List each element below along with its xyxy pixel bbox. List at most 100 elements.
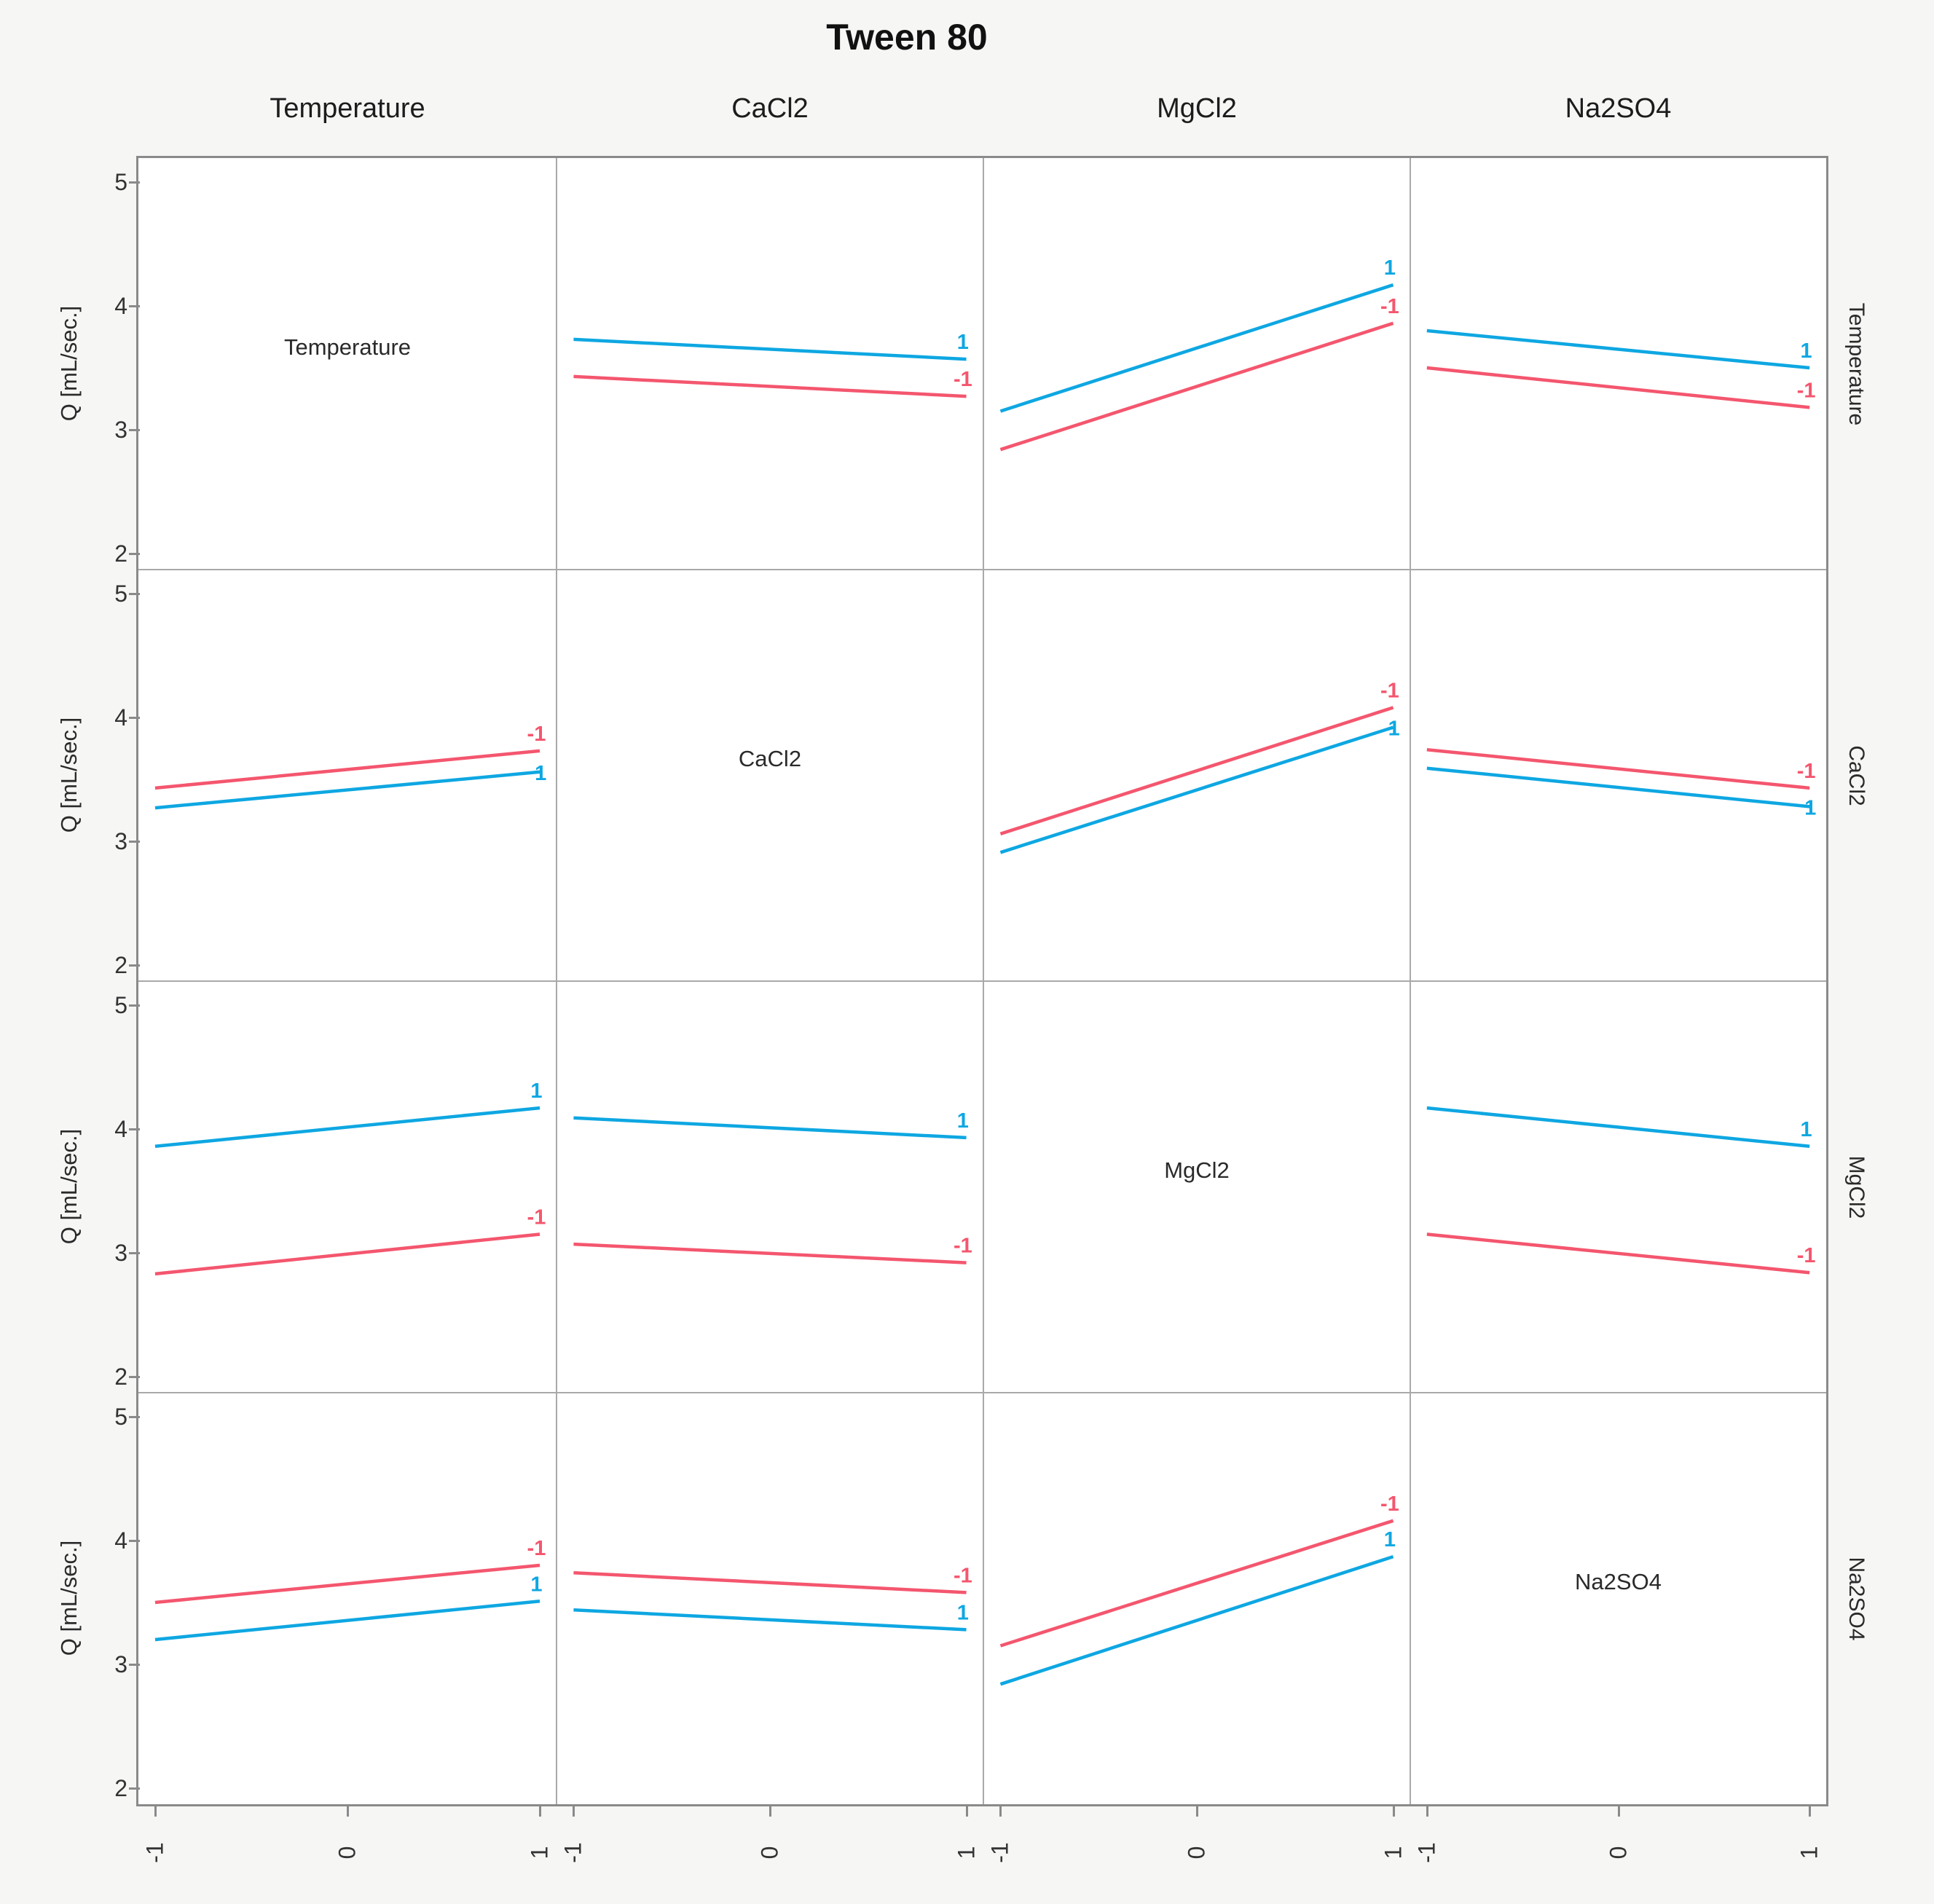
line-label-level-minus1: -1: [954, 1235, 972, 1258]
column-header-temperature: Temperature: [270, 93, 425, 124]
cell-temperature-cacl2: 1 -1: [557, 158, 983, 570]
line-level-plus1: [154, 1600, 541, 1642]
x-tick-label-0: 0: [1605, 1846, 1631, 1860]
line-level-plus1: [154, 1106, 541, 1149]
y-tick-label-3: 3: [114, 1240, 127, 1266]
y-axis-label-row-cacl2: Q [mL/sec.]: [56, 717, 82, 833]
line-level-minus1: [1426, 366, 1810, 409]
line-label-level-minus1: -1: [954, 368, 972, 391]
cell-diagonal-na2so4: Na2SO4: [1410, 1393, 1826, 1804]
line-label-level-minus1: -1: [1797, 760, 1816, 783]
x-tick-label--1: -1: [1413, 1842, 1440, 1863]
y-tick-mark: [129, 841, 140, 843]
x-tick-label-0: 0: [334, 1846, 361, 1860]
line-label-level-minus1: -1: [527, 1206, 546, 1230]
line-level-minus1: [573, 1242, 967, 1264]
line-level-minus1: [154, 1563, 541, 1605]
line-level-minus1: [154, 749, 541, 790]
line-label-level-plus1: 1: [535, 762, 546, 785]
diagonal-label-na2so4: Na2SO4: [1575, 1568, 1662, 1594]
interaction-plot-na2so4-mgcl2: -1 1: [999, 1492, 1399, 1686]
y-tick-mark: [129, 964, 140, 967]
line-level-minus1: [573, 1570, 967, 1594]
x-tick-label-0: 0: [1183, 1846, 1210, 1860]
line-label-level-minus1: -1: [1380, 295, 1399, 318]
line-label-level-plus1: 1: [957, 331, 969, 354]
y-tick-label-4: 4: [114, 293, 127, 319]
line-level-plus1: [999, 1554, 1394, 1686]
y-tick-label-3: 3: [114, 1651, 127, 1677]
y-tick-mark: [129, 553, 140, 555]
line-level-minus1: [999, 1519, 1394, 1648]
grid-line-horizontal: [138, 980, 1826, 982]
y-tick-mark: [129, 429, 140, 431]
row-header-na2so4: Na2SO4: [1844, 1556, 1868, 1641]
x-tick-mark: [769, 1806, 771, 1817]
line-label-level-plus1: 1: [957, 1109, 969, 1133]
line-label-level-minus1: -1: [527, 1537, 546, 1560]
line-label-level-plus1: 1: [1384, 256, 1396, 280]
interaction-plot-mgcl2-na2so4: 1 -1: [1426, 1106, 1815, 1275]
y-tick-mark: [129, 593, 140, 595]
interaction-plot-temperature-cacl2: 1 -1: [573, 331, 972, 398]
cell-na2so4-cacl2: -1 1: [557, 1393, 983, 1804]
x-tick-label-0: 0: [756, 1846, 783, 1860]
line-level-minus1: [1426, 747, 1810, 790]
x-tick-mark: [999, 1806, 1002, 1817]
line-level-minus1: [999, 706, 1394, 835]
y-tick-mark: [129, 1416, 140, 1418]
line-level-plus1: [573, 1608, 967, 1632]
interaction-plot-cacl2-mgcl2: -1 1: [999, 679, 1400, 854]
line-label-level-minus1: -1: [1380, 679, 1399, 702]
row-header-mgcl2: MgCl2: [1844, 1155, 1868, 1219]
line-label-level-plus1: 1: [1388, 717, 1400, 741]
row-header-cacl2: CaCl2: [1844, 744, 1868, 806]
line-level-plus1: [154, 770, 541, 810]
line-label-level-plus1: 1: [530, 1573, 542, 1596]
grid-line-vertical: [1410, 158, 1411, 1804]
x-tick-mark: [1809, 1806, 1812, 1817]
line-level-plus1: [573, 337, 967, 361]
cell-diagonal-temperature: Temperature: [138, 158, 557, 570]
x-tick-mark: [1196, 1806, 1198, 1817]
column-header-mgcl2: MgCl2: [1157, 93, 1237, 124]
line-level-minus1: [573, 374, 967, 398]
line-label-level-minus1: -1: [954, 1564, 972, 1587]
interaction-plot-na2so4-temperature: -1 1: [154, 1537, 546, 1642]
x-tick-mark: [154, 1806, 157, 1817]
row-header-temperature: Temperature: [1844, 302, 1868, 425]
line-label-level-plus1: 1: [1801, 339, 1812, 363]
x-tick-mark: [573, 1806, 575, 1817]
y-tick-label-5: 5: [114, 581, 127, 607]
line-label-level-plus1: 1: [1804, 796, 1816, 819]
line-label-level-plus1: 1: [1384, 1528, 1396, 1551]
cell-temperature-na2so4: 1 -1: [1410, 158, 1826, 570]
interaction-plot-temperature-mgcl2: 1 -1: [999, 256, 1399, 452]
cell-mgcl2-na2so4: 1 -1: [1410, 981, 1826, 1393]
y-tick-label-5: 5: [114, 169, 127, 195]
interaction-plot-cacl2-temperature: -1 1: [154, 723, 546, 810]
y-tick-label-4: 4: [114, 704, 127, 731]
cell-na2so4-mgcl2: -1 1: [983, 1393, 1410, 1804]
line-level-plus1: [999, 283, 1394, 413]
line-label-level-plus1: 1: [957, 1601, 969, 1624]
y-tick-mark: [129, 1252, 140, 1254]
line-label-level-minus1: -1: [1380, 1492, 1399, 1516]
line-level-plus1: [573, 1116, 967, 1140]
y-tick-label-2: 2: [114, 952, 127, 978]
y-axis-label-row-temperature: Q [mL/sec.]: [56, 305, 82, 421]
x-tick-mark: [539, 1806, 542, 1817]
x-tick-mark: [1426, 1806, 1428, 1817]
column-header-cacl2: CaCl2: [731, 93, 809, 124]
line-label-level-plus1: 1: [530, 1079, 542, 1103]
x-tick-label-1: 1: [1796, 1846, 1823, 1860]
cell-na2so4-temperature: -1 1: [138, 1393, 557, 1804]
interaction-plot-cacl2-na2so4: -1 1: [1426, 747, 1816, 819]
cell-cacl2-mgcl2: -1 1: [983, 570, 1410, 981]
grid-line-horizontal: [138, 569, 1826, 570]
x-tick-label--1: -1: [559, 1842, 586, 1863]
cell-diagonal-mgcl2: MgCl2: [983, 981, 1410, 1393]
line-level-plus1: [999, 725, 1394, 854]
x-tick-label--1: -1: [141, 1842, 168, 1863]
y-tick-label-2: 2: [114, 1364, 127, 1390]
